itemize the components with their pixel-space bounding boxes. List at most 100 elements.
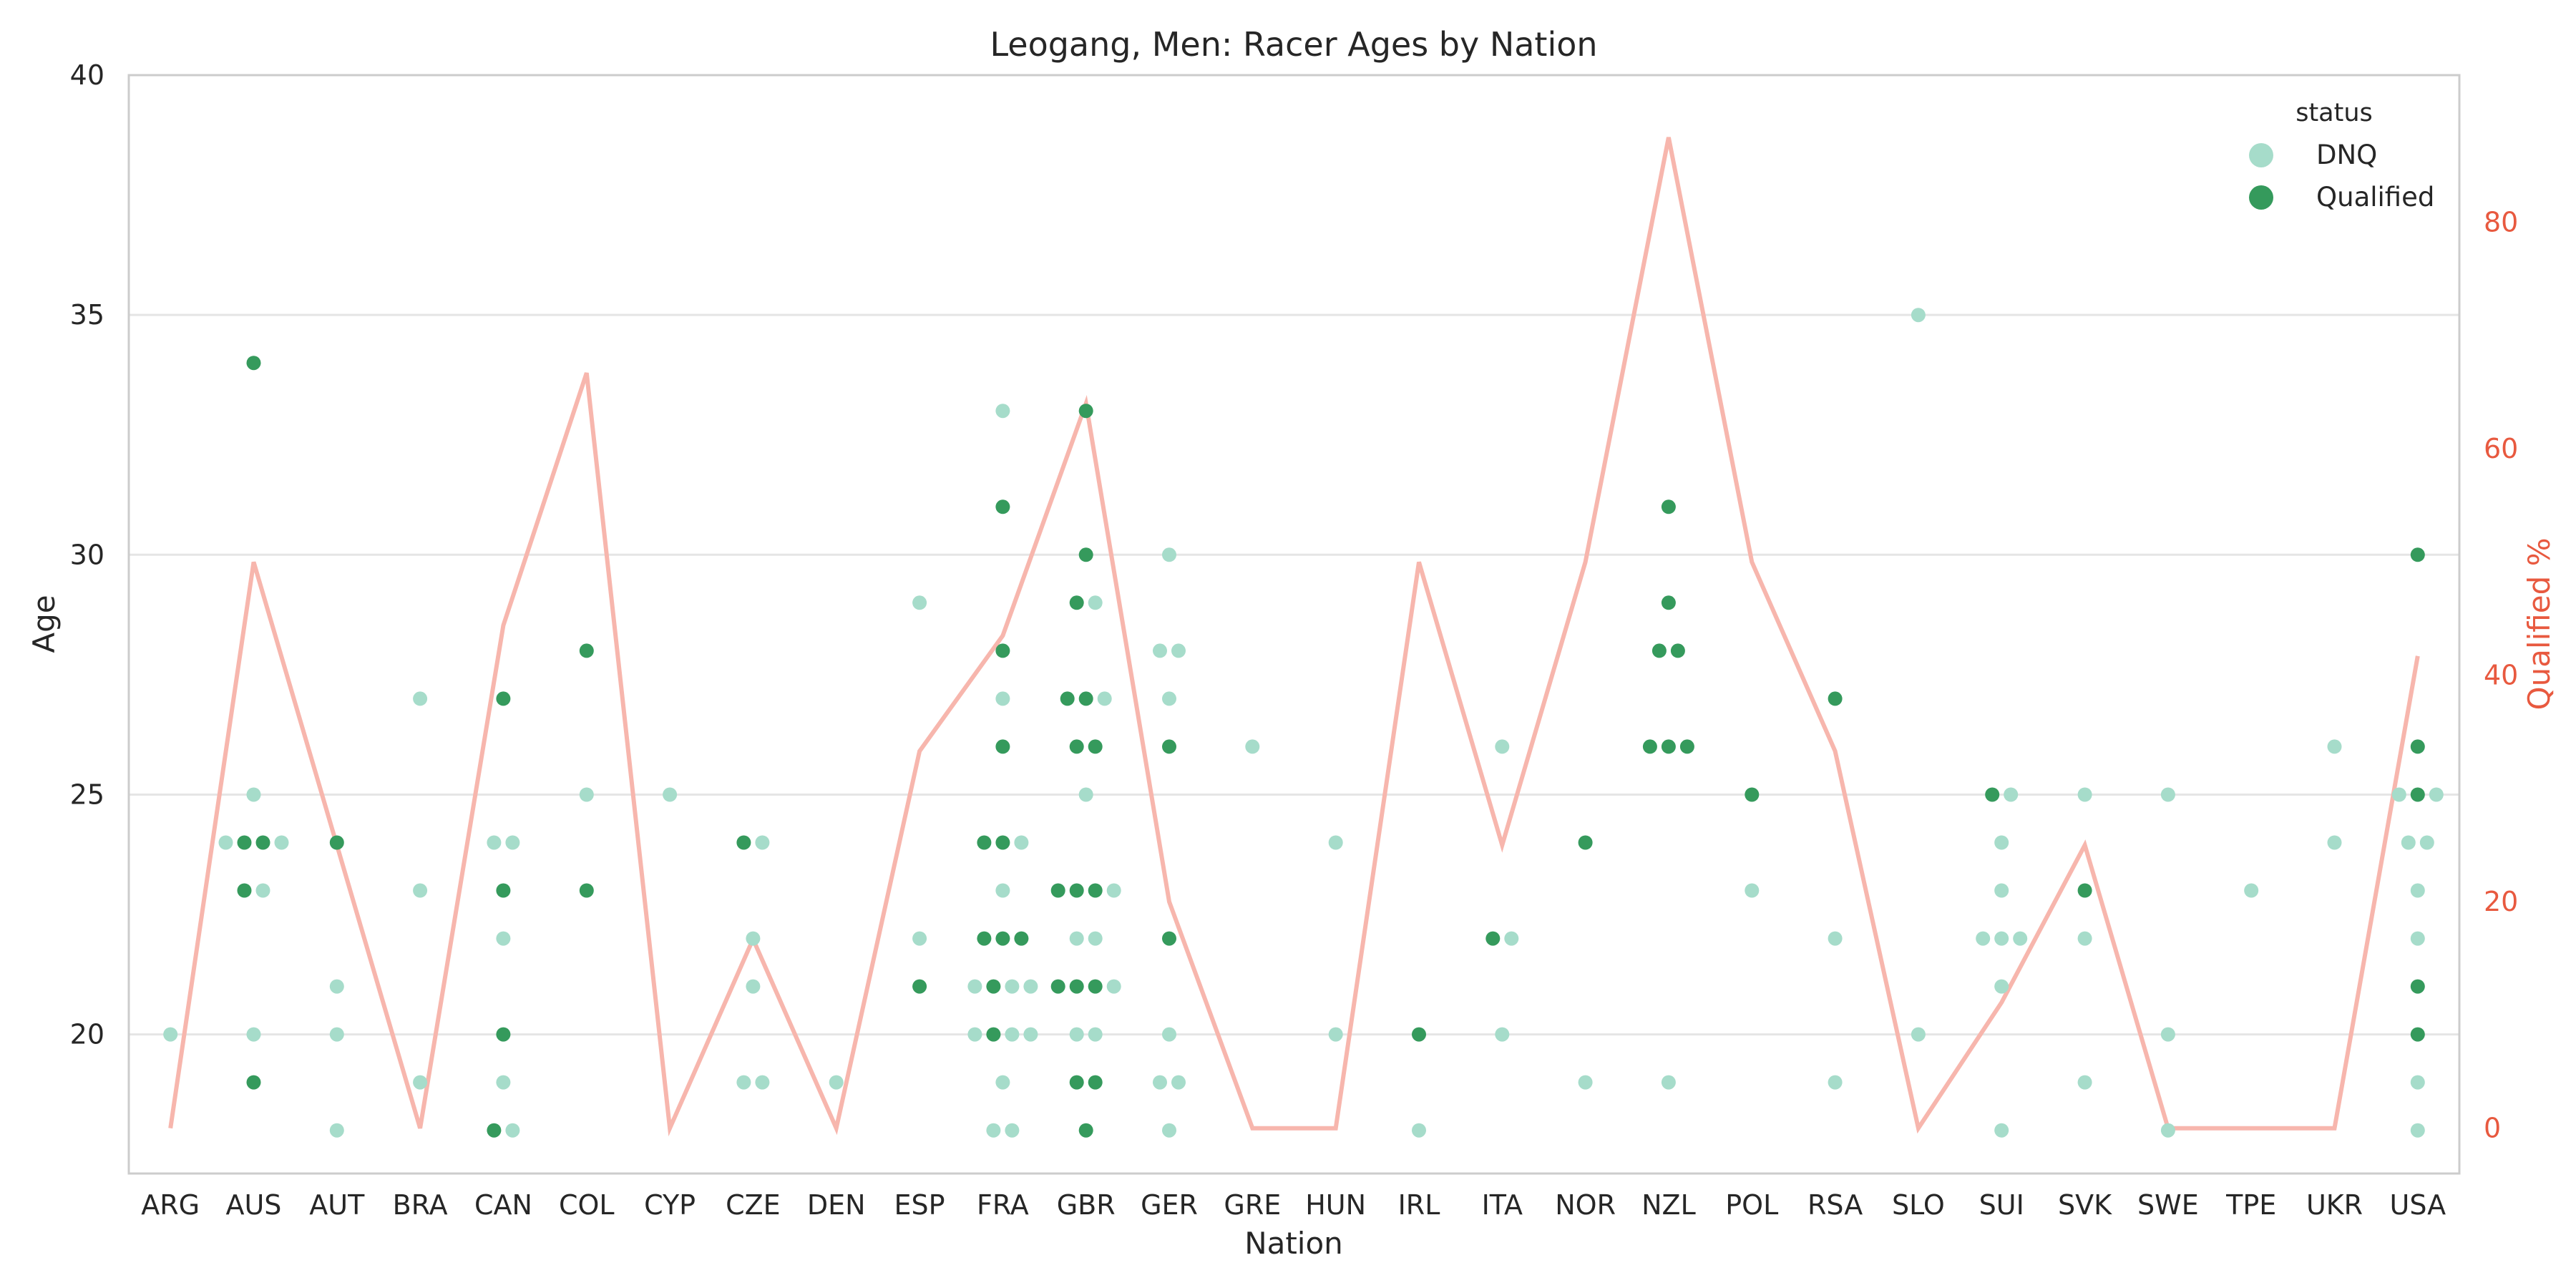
point-qualified xyxy=(2410,547,2425,562)
point-dnq xyxy=(1911,1027,1926,1042)
point-dnq xyxy=(746,931,761,946)
point-qualified xyxy=(1652,643,1667,658)
point-dnq xyxy=(1171,1075,1186,1090)
legend-label-dnq: DNQ xyxy=(2316,140,2377,170)
secondary-y-axis-label: Qualified % xyxy=(2522,538,2557,711)
x-tick-label: SVK xyxy=(2058,1189,2112,1221)
point-dnq xyxy=(2244,883,2259,898)
point-dnq xyxy=(505,1123,520,1138)
point-qualified xyxy=(995,643,1010,658)
point-dnq xyxy=(218,835,233,850)
y-tick-label: 40 xyxy=(70,59,104,91)
point-dnq xyxy=(1162,1027,1176,1042)
point-dnq xyxy=(2327,739,2342,754)
point-dnq xyxy=(1069,931,1084,946)
point-qualified xyxy=(1661,595,1676,610)
point-dnq xyxy=(1828,1075,1843,1090)
point-qualified xyxy=(977,835,992,850)
point-dnq xyxy=(329,1027,344,1042)
point-qualified xyxy=(995,739,1010,754)
point-dnq xyxy=(1171,643,1186,658)
secondary-y-axis-ticks: 0 20 40 60 80 xyxy=(2484,207,2518,1144)
qualified-pct-line-layer xyxy=(168,137,2420,1137)
point-qualified xyxy=(986,1027,1001,1042)
point-dnq xyxy=(1495,1027,1510,1042)
x-tick-label: SUI xyxy=(1979,1189,2024,1221)
point-dnq xyxy=(505,835,520,850)
point-dnq xyxy=(912,595,927,610)
point-dnq xyxy=(736,1075,751,1090)
point-dnq xyxy=(2077,787,2092,802)
point-qualified xyxy=(487,1123,502,1138)
point-qualified xyxy=(1088,739,1103,754)
point-dnq xyxy=(1106,883,1121,898)
legend-marker-dnq xyxy=(2249,143,2273,167)
point-qualified xyxy=(329,835,344,850)
point-dnq xyxy=(1005,979,1020,994)
x-tick-label: SLO xyxy=(1892,1189,1945,1221)
point-qualified xyxy=(1162,931,1176,946)
point-qualified xyxy=(246,1075,261,1090)
point-qualified xyxy=(2077,883,2092,898)
point-dnq xyxy=(274,835,289,850)
point-dnq xyxy=(1328,835,1343,850)
point-dnq xyxy=(746,979,761,994)
point-qualified xyxy=(995,499,1010,514)
legend-label-qualified: Qualified xyxy=(2316,182,2434,213)
y2-tick-label: 20 xyxy=(2484,886,2518,917)
point-dnq xyxy=(496,931,511,946)
point-dnq xyxy=(2004,787,2019,802)
point-dnq xyxy=(1911,308,1926,323)
point-dnq xyxy=(829,1075,844,1090)
point-dnq xyxy=(579,787,594,802)
y2-tick-label: 0 xyxy=(2484,1113,2501,1144)
point-qualified xyxy=(496,691,511,706)
point-dnq xyxy=(986,1123,1001,1138)
point-dnq xyxy=(1162,547,1176,562)
y-tick-label: 30 xyxy=(70,539,104,570)
point-qualified xyxy=(1014,931,1029,946)
x-tick-label: AUT xyxy=(309,1189,365,1221)
x-tick-label: UKR xyxy=(2306,1189,2363,1221)
x-tick-label: BRA xyxy=(393,1189,448,1221)
x-tick-label: GBR xyxy=(1057,1189,1116,1221)
point-dnq xyxy=(995,883,1010,898)
point-dnq xyxy=(1994,979,2009,994)
point-qualified xyxy=(1050,883,1065,898)
point-qualified xyxy=(1745,787,1760,802)
point-qualified xyxy=(995,931,1010,946)
point-qualified xyxy=(1642,739,1657,754)
point-dnq xyxy=(246,787,261,802)
point-qualified xyxy=(912,979,927,994)
point-dnq xyxy=(329,1123,344,1138)
point-qualified xyxy=(2410,787,2425,802)
x-tick-label: IRL xyxy=(1398,1189,1440,1221)
point-dnq xyxy=(1245,739,1260,754)
point-dnq xyxy=(2013,931,2028,946)
qualified-pct-line xyxy=(168,137,2420,1137)
point-dnq xyxy=(1078,787,1093,802)
x-tick-label: ARG xyxy=(141,1189,200,1221)
point-qualified xyxy=(237,883,252,898)
y2-tick-label: 80 xyxy=(2484,207,2518,238)
point-dnq xyxy=(995,404,1010,419)
point-dnq xyxy=(2410,931,2425,946)
point-dnq xyxy=(755,1075,770,1090)
x-tick-label: SWE xyxy=(2137,1189,2199,1221)
point-qualified xyxy=(977,931,992,946)
point-dnq xyxy=(496,1075,511,1090)
point-dnq xyxy=(1153,643,1167,658)
point-qualified xyxy=(1088,1075,1103,1090)
x-tick-label: ESP xyxy=(894,1189,945,1221)
point-dnq xyxy=(1153,1075,1167,1090)
point-qualified xyxy=(1485,931,1501,946)
legend-title: status xyxy=(2296,99,2373,127)
point-dnq xyxy=(246,1027,261,1042)
point-dnq xyxy=(967,979,982,994)
x-tick-label: GER xyxy=(1141,1189,1198,1221)
point-dnq xyxy=(163,1027,178,1042)
point-qualified xyxy=(496,883,511,898)
point-qualified xyxy=(1050,979,1065,994)
point-dnq xyxy=(995,1075,1010,1090)
